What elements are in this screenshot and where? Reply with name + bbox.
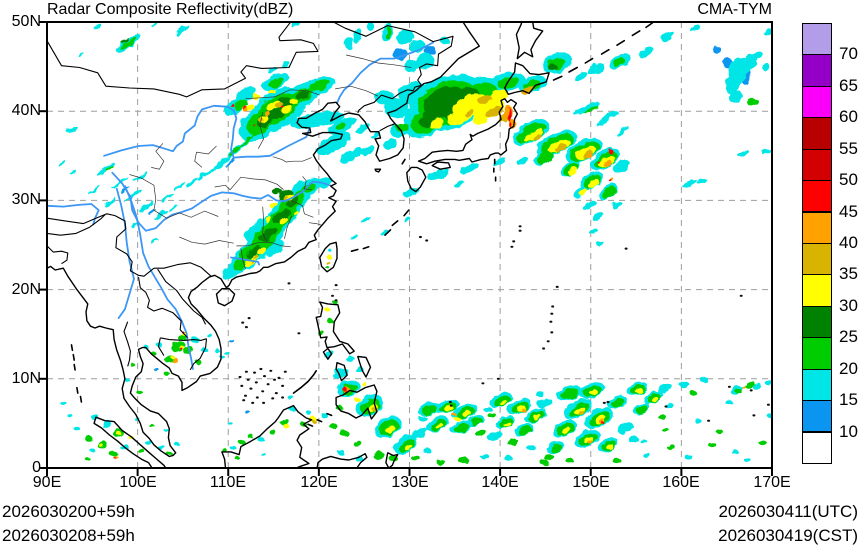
- y-tick-label: 40N: [11, 102, 41, 119]
- y-tick-label: 10N: [11, 370, 41, 387]
- colorbar-tick-label: 65: [839, 75, 858, 95]
- x-tick-label: 130E: [391, 474, 429, 491]
- axes-frame: [39, 21, 773, 476]
- colorbar-tick-label: 55: [839, 138, 858, 158]
- colorbar-swatch: [802, 305, 832, 339]
- island-dots: [238, 225, 770, 422]
- colorbar-tick-label: 15: [839, 390, 858, 410]
- colorbar-tick-label: 30: [839, 295, 858, 315]
- colorbar-tick-label: 35: [839, 264, 858, 284]
- colorbar-swatch: [802, 180, 832, 213]
- coastlines: [46, 21, 550, 469]
- radar-echoes: [57, 22, 772, 466]
- colorbar-tick-label: 50: [839, 170, 858, 190]
- colorbar-tick-label: 45: [839, 201, 858, 221]
- colorbar-tick-label: 40: [839, 233, 858, 252]
- colorbar-swatch: [802, 85, 832, 119]
- colorbar-swatch: [802, 23, 832, 56]
- colorbar-swatch: [802, 117, 832, 150]
- colorbar-swatch: [802, 337, 832, 370]
- colorbar-swatch: [802, 54, 832, 87]
- chart-title: Radar Composite Reflectivity(dBZ): [47, 1, 294, 18]
- valid-time-cst-label: 2026030419(CST): [718, 526, 858, 545]
- colorbar-swatch: [802, 148, 832, 182]
- colorbar-swatch: [802, 243, 832, 276]
- model-label: CMA-TYM: [697, 1, 772, 18]
- init-time-cst-label: 2026030208+59h: [2, 526, 135, 545]
- colorbar-tick-label: 70: [839, 44, 858, 64]
- colorbar-swatch: [802, 368, 832, 402]
- colorbar-swatch: [802, 400, 832, 433]
- valid-time-utc-label: 2026030411(UTC): [718, 502, 858, 521]
- x-tick-label: 90E: [32, 474, 62, 491]
- map-root: [39, 21, 773, 476]
- colorbar-tick-label: 60: [839, 107, 858, 127]
- y-tick-label: 50N: [11, 13, 41, 30]
- colorbar-tick-label: 20: [839, 358, 858, 378]
- colorbar-tick-label: 10: [839, 421, 858, 441]
- x-tick-label: 110E: [209, 474, 247, 491]
- rivers: [46, 41, 434, 370]
- init-time-utc-label: 2026030200+59h: [2, 502, 135, 521]
- colorbar-tick-label: 25: [839, 327, 858, 347]
- x-tick-label: 100E: [119, 474, 157, 491]
- y-tick-label: 20N: [11, 281, 41, 298]
- x-tick-label: 150E: [572, 474, 610, 491]
- y-tick-label: 30N: [11, 191, 41, 208]
- island-chains: [70, 22, 654, 427]
- x-tick-label: 140E: [481, 474, 519, 491]
- x-tick-label: 170E: [753, 474, 791, 491]
- y-tick-label: 0: [32, 459, 41, 476]
- country-borders: [46, 21, 454, 371]
- colorbar-swatch: [802, 274, 832, 307]
- x-tick-label: 120E: [300, 474, 338, 491]
- province-borders: [129, 54, 412, 270]
- colorbar-swatch: [802, 211, 832, 244]
- x-tick-label: 160E: [662, 474, 700, 491]
- colorbar-swatch: [802, 431, 832, 464]
